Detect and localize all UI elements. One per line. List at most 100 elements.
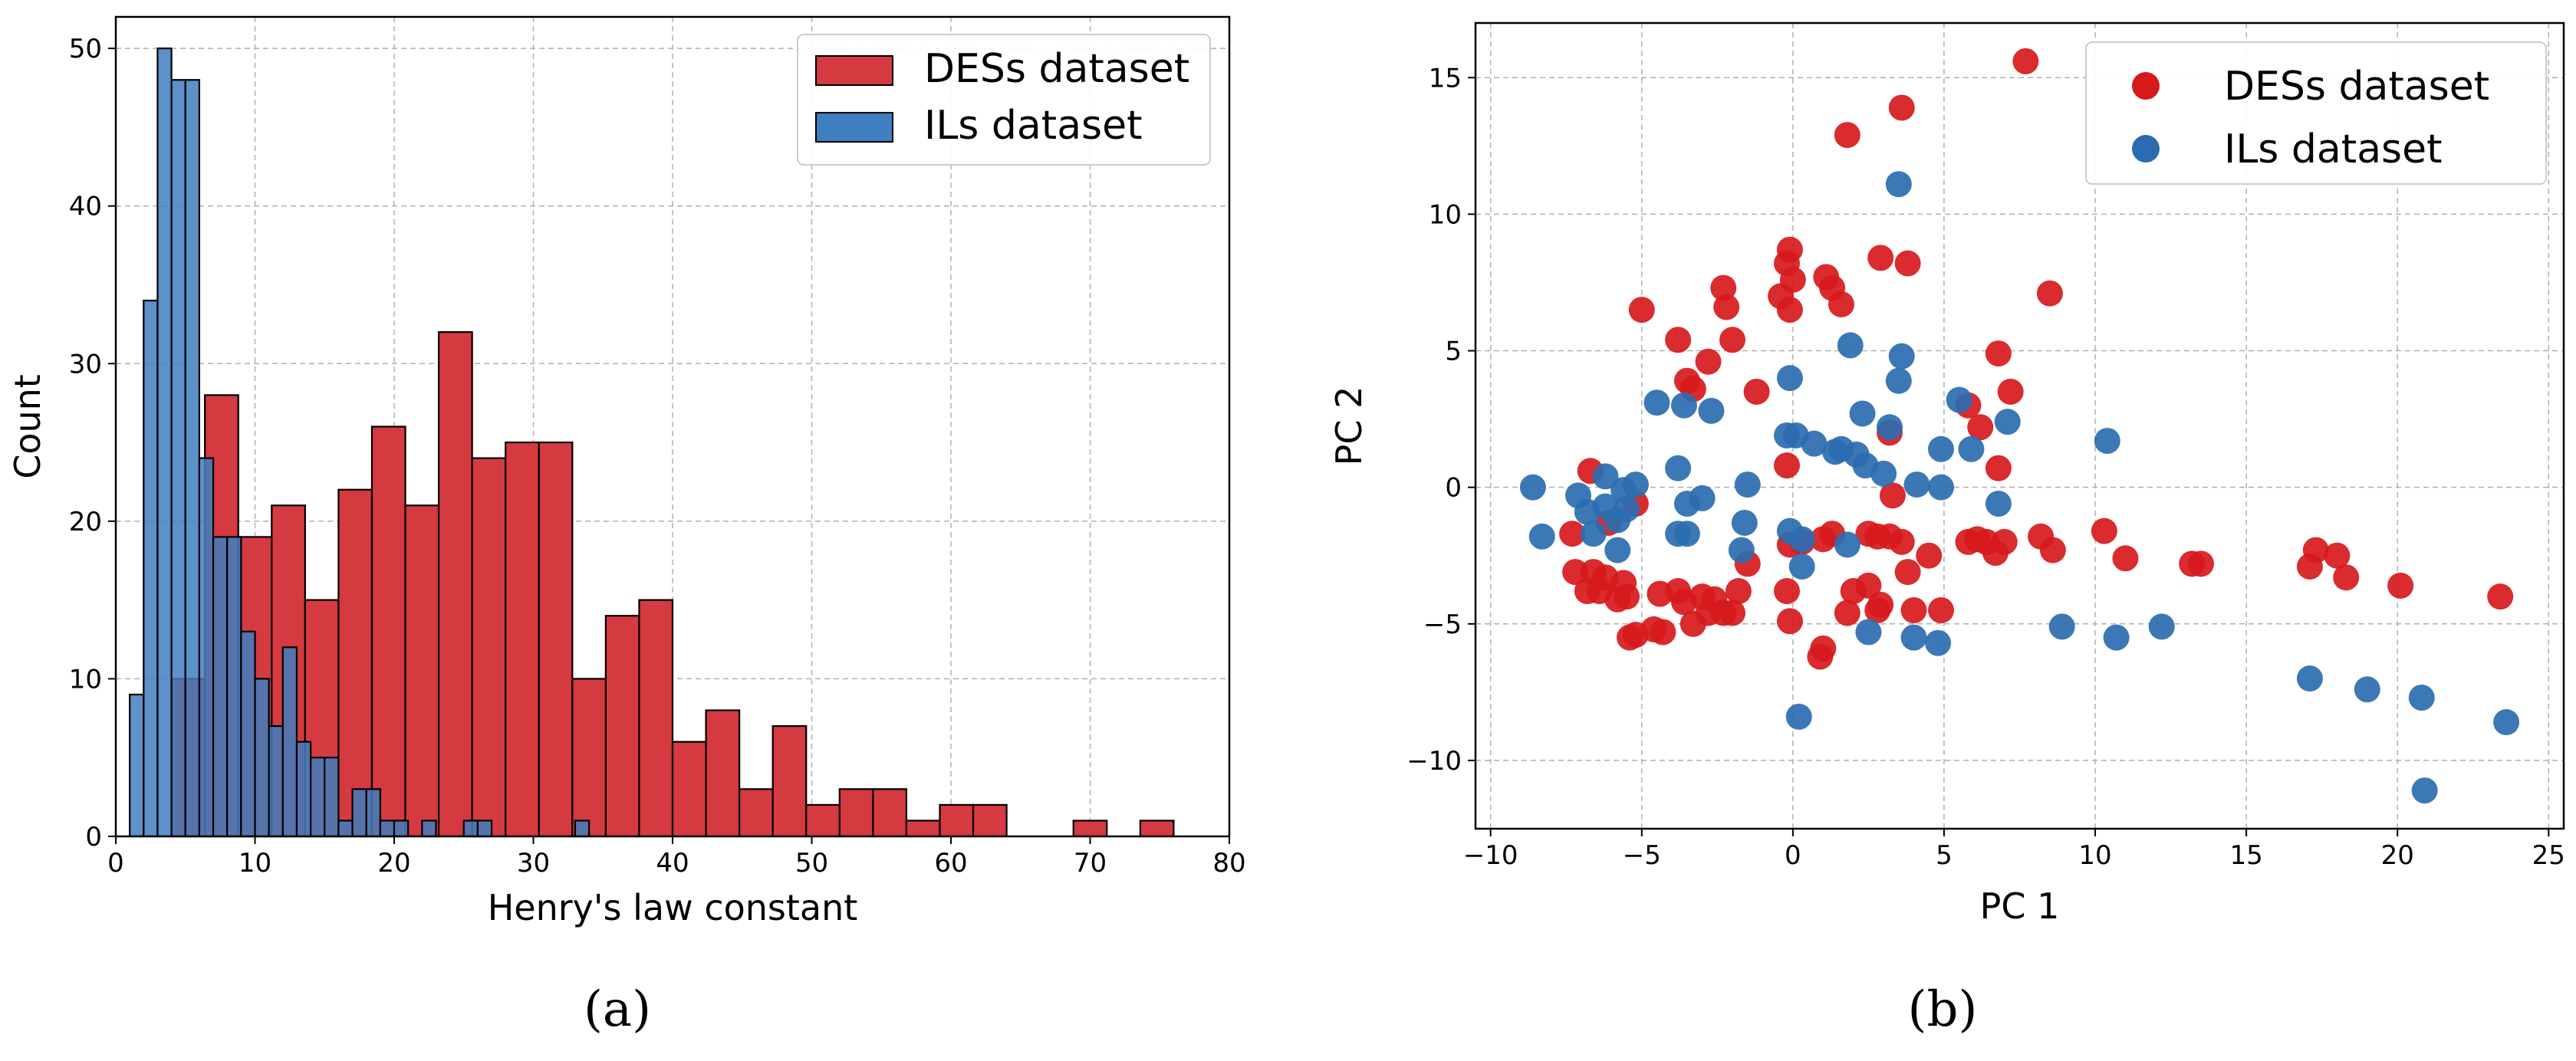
ils-scatter-point [1928, 474, 1955, 501]
ils-scatter-point [1788, 553, 1815, 580]
des-scatter-point [2487, 583, 2514, 610]
scatter-gridlines [1476, 23, 2564, 829]
ils-histogram-bar [379, 820, 396, 838]
ils-scatter-point [1925, 629, 1952, 656]
des-scatter-point [1768, 283, 1795, 310]
histogram-legend: DESs dataset ILs dataset [797, 34, 1211, 166]
scatter-x-tick-label: −5 [1623, 840, 1661, 871]
des-histogram-bar [905, 820, 941, 838]
des-scatter-point [1695, 348, 1722, 375]
ils-histogram-bar [254, 678, 270, 838]
scatter-y-tick-label: 5 [1445, 337, 1462, 367]
des-histogram-bar [838, 788, 874, 838]
scatter-chart: −10 −5 0 5 10 15 20 25 −10 −5 0 5 10 15 PC 1 PC 2 DES… [1328, 21, 2565, 927]
histogram-x-tick-label: 60 [934, 848, 967, 879]
des-histogram-bar [638, 599, 674, 838]
ils-scatter-point [1903, 471, 1930, 498]
des-scatter-point [1807, 643, 1834, 670]
scatter-x-tick-label: −10 [1463, 840, 1518, 871]
histogram-y-tick-label: 30 [69, 349, 102, 379]
ils-histogram-bar [462, 820, 479, 838]
des-scatter-point [2333, 564, 2360, 591]
ils-scatter-point [1528, 523, 1555, 550]
scatter-x-tick-label: 0 [1785, 840, 1801, 871]
des-scatter-point [1834, 122, 1860, 149]
ils-scatter-point [1849, 400, 1876, 427]
des-scatter-point [1928, 596, 1955, 623]
ils-histogram-bar [226, 536, 242, 838]
des-scatter-point [2012, 48, 2039, 74]
ils-scatter-point [1580, 521, 1607, 547]
histogram-x-tick-label: 80 [1212, 848, 1245, 879]
scatter-points [1519, 48, 2520, 804]
ils-scatter-point [1728, 537, 1755, 563]
des-scatter-point [2039, 537, 2066, 563]
scatter-x-tick-label: 5 [1936, 840, 1953, 871]
des-scatter-point [1828, 291, 1854, 317]
histogram-y-tick-label: 0 [85, 822, 102, 852]
histogram-ticks: 0 10 20 30 40 50 60 70 80 0 10 20 30 40 50 [69, 34, 1246, 879]
des-scatter-point [1562, 559, 1589, 586]
ils-histogram-bar [184, 79, 200, 838]
ils-scatter-point [1900, 624, 1927, 651]
ils-scatter-point [1888, 343, 1915, 370]
des-scatter-point [1888, 528, 1915, 555]
ils-scatter-point [1670, 392, 1697, 419]
des-scatter-point [1855, 572, 1882, 599]
des-scatter-point [1559, 521, 1586, 547]
histogram-y-tick-label: 10 [69, 664, 102, 695]
des-scatter-point [1665, 327, 1692, 353]
ils-legend-marker [2132, 135, 2160, 163]
des-scatter-point [2112, 545, 2139, 572]
ils-scatter-point [1734, 471, 1761, 498]
ils-scatter-point [1643, 389, 1670, 416]
des-scatter-point [1867, 591, 1894, 618]
ils-scatter-point [1946, 386, 1972, 413]
scatter-x-tick-label: 20 [2381, 840, 2414, 871]
des-histogram-bar [337, 488, 373, 838]
des-scatter-point [1617, 624, 1643, 651]
des-histogram-bar [471, 457, 507, 838]
des-histogram-bar [671, 741, 707, 838]
ils-histogram-bar [212, 536, 229, 838]
scatter-x-tick-label: 10 [2078, 840, 2111, 871]
ils-histogram-bar [324, 757, 340, 838]
des-histogram-bar [538, 441, 574, 838]
ils-histogram-bar [574, 820, 591, 838]
ils-scatter-point [1837, 332, 1864, 359]
scatter-axes-frame [1474, 21, 2565, 830]
scatter-x-tick-label: 15 [2229, 840, 2262, 871]
histogram-x-axis-label: Henry's law constant [488, 887, 858, 928]
des-scatter-point [1679, 610, 1706, 637]
ils-scatter-point [2354, 676, 2380, 703]
ils-scatter-point [1519, 474, 1546, 501]
ils-histogram-bar [170, 79, 186, 838]
ils-scatter-point [2103, 624, 2130, 651]
ils-histogram-bar [156, 48, 173, 838]
des-scatter-point [1991, 528, 2018, 555]
des-scatter-point [1743, 378, 1770, 405]
des-legend-marker [2132, 72, 2160, 100]
des-histogram-bar [1139, 820, 1175, 838]
des-scatter-point [1997, 378, 2024, 405]
ils-histogram-bar [198, 457, 215, 838]
ils-scatter-point [2148, 613, 2175, 640]
ils-scatter-point [1785, 703, 1812, 730]
scatter-y-tick-label: −10 [1406, 746, 1462, 777]
des-legend-swatch [815, 55, 893, 86]
ils-scatter-point [1604, 537, 1631, 563]
des-histogram-bar [1072, 820, 1108, 838]
des-scatter-point [1916, 542, 1943, 569]
des-scatter-point [2387, 572, 2414, 599]
des-histogram-bar [404, 504, 440, 838]
ils-histogram-bar [351, 788, 367, 838]
scatter-x-axis-label: PC 1 [1980, 885, 2060, 927]
des-scatter-point [1867, 245, 1894, 271]
des-scatter-point [1773, 578, 1800, 605]
des-scatter-point [1713, 294, 1740, 320]
histogram-y-tick-label: 40 [69, 192, 102, 222]
ils-scatter-point [1673, 521, 1700, 547]
histogram-y-tick-label: 50 [69, 34, 102, 64]
des-scatter-point [1985, 340, 2012, 367]
